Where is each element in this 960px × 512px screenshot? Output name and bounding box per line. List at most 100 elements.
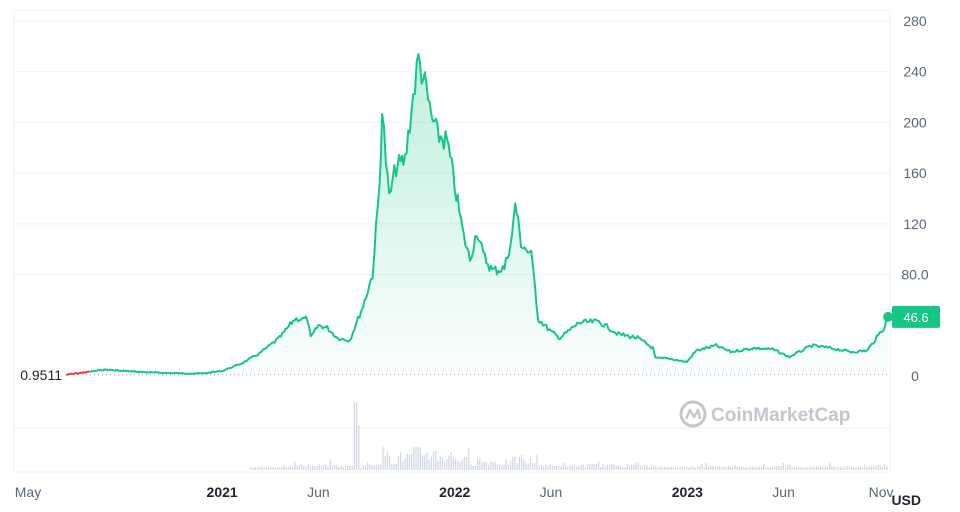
volume-bar	[862, 467, 864, 470]
volume-bar	[336, 465, 338, 470]
volume-bar	[848, 466, 850, 470]
volume-bar	[538, 466, 540, 470]
volume-bar	[417, 447, 419, 470]
volume-bar	[639, 465, 641, 470]
volume-bar	[362, 465, 364, 470]
volume-bar	[536, 454, 538, 470]
x-tick-label: Jun	[307, 484, 330, 500]
volume-bar	[356, 402, 358, 470]
y-axis: 280 240 200 160 120 80.0 0	[901, 13, 928, 384]
volume-bar	[846, 465, 848, 470]
volume-bar	[813, 467, 815, 470]
volume-bar	[441, 457, 443, 470]
volume-bar	[459, 462, 461, 470]
volume-bar	[635, 462, 637, 470]
volume-bar	[578, 466, 580, 470]
current-price-badge: 46.6	[892, 305, 940, 328]
volume-bar	[290, 466, 292, 470]
volume-bar	[408, 454, 410, 470]
volume-bar	[281, 466, 283, 470]
volume-bar	[587, 464, 589, 470]
volume-bar	[811, 467, 813, 470]
volume-bar	[719, 466, 721, 470]
volume-bar	[371, 465, 373, 470]
volume-bar	[624, 467, 626, 470]
volume-bar	[884, 464, 886, 470]
volume-bar	[745, 467, 747, 470]
volume-bar	[307, 464, 309, 470]
volume-bar	[360, 467, 362, 470]
volume-bar	[628, 466, 630, 470]
current-price-dot	[883, 311, 894, 322]
x-tick-label: Nov	[869, 484, 894, 500]
volume-bar	[666, 467, 668, 470]
volume-bar	[760, 466, 762, 470]
volume-bar	[826, 467, 828, 470]
volume-bar	[769, 467, 771, 470]
volume-bar	[457, 461, 459, 470]
volume-bar	[571, 465, 573, 470]
volume-bar	[430, 457, 432, 470]
volume-bar	[657, 467, 659, 470]
volume-bar	[796, 466, 798, 470]
y-tick-label: 120	[903, 216, 927, 232]
volume-bar	[485, 462, 487, 470]
volume-bar	[349, 465, 351, 470]
volume-bar	[611, 463, 613, 470]
volume-bar	[664, 466, 666, 470]
volume-bar	[435, 451, 437, 470]
volume-bar	[644, 465, 646, 470]
volume-bar	[448, 455, 450, 470]
volume-bar	[327, 466, 329, 470]
volume-bar	[505, 459, 507, 470]
volume-bar	[584, 466, 586, 470]
volume-bar	[389, 455, 391, 470]
volume-bar	[303, 466, 305, 470]
volume-bar	[254, 467, 256, 470]
volume-bar	[859, 466, 861, 470]
volume-bar	[257, 467, 259, 470]
volume-bar	[565, 465, 567, 470]
volume-bar	[292, 467, 294, 470]
volume-bar	[690, 465, 692, 470]
volume-bar	[633, 465, 635, 470]
volume-bar	[252, 467, 254, 470]
price-area	[66, 54, 889, 376]
volume-bar	[331, 466, 333, 470]
volume-bar	[320, 465, 322, 470]
volume-bar	[835, 467, 837, 470]
volume-bar	[730, 466, 732, 470]
volume-bar	[318, 464, 320, 470]
volume-bar	[701, 463, 703, 470]
watermark-text: CoinMarketCap	[711, 405, 850, 426]
volume-bar	[562, 463, 564, 470]
volume-bar	[466, 457, 468, 470]
price-line	[88, 53, 889, 375]
volume-bar	[400, 451, 402, 470]
volume-bars	[250, 402, 888, 470]
volume-bar	[353, 402, 355, 470]
volume-bar	[525, 462, 527, 470]
volume-bar	[364, 465, 366, 470]
volume-bar	[450, 452, 452, 470]
volume-bar	[824, 465, 826, 470]
volume-bar	[494, 462, 496, 470]
volume-bar	[382, 447, 384, 470]
volume-bar	[857, 466, 859, 470]
volume-bar	[470, 464, 472, 470]
volume-bar	[591, 463, 593, 470]
volume-bar	[507, 464, 509, 470]
volume-bar	[615, 466, 617, 470]
volume-bar	[477, 458, 479, 470]
volume-bar	[804, 467, 806, 470]
volume-bar	[793, 467, 795, 470]
volume-bar	[567, 467, 569, 470]
volume-bar	[386, 452, 388, 470]
volume-bar	[551, 465, 553, 470]
volume-bar	[543, 466, 545, 470]
volume-bar	[452, 457, 454, 470]
volume-bar	[688, 467, 690, 470]
volume-bar	[514, 456, 516, 470]
volume-bar	[395, 463, 397, 470]
volume-bar	[274, 467, 276, 470]
